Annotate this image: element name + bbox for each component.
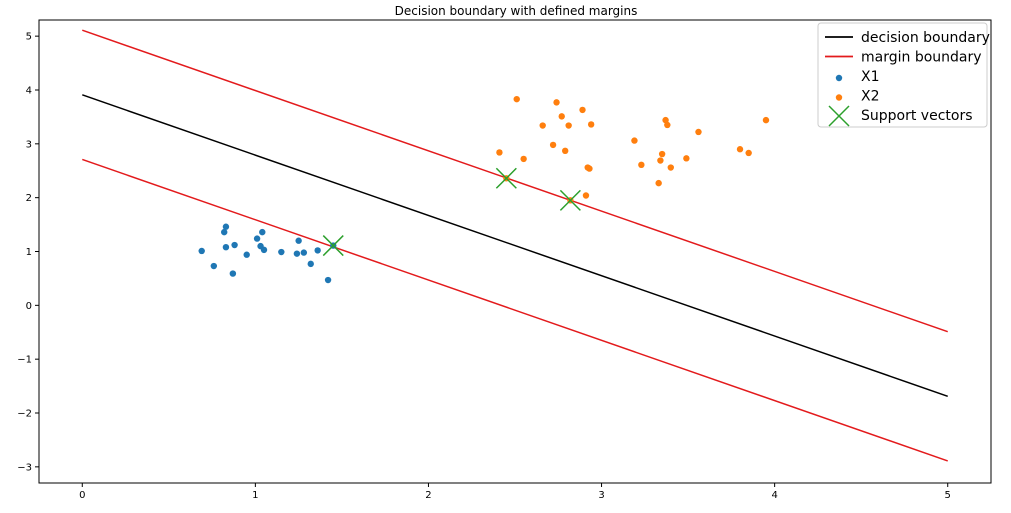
point-x2 [558,113,565,120]
point-x1 [278,248,285,256]
point-x2 [496,149,503,156]
point-x2 [539,122,546,129]
point-x1 [253,235,261,242]
point-x1 [300,249,308,256]
y-tick-label: −1 [17,355,32,366]
point-x2 [586,165,593,172]
x-tick-label: 4 [771,490,777,501]
point-x1 [198,247,205,255]
point-x2 [638,161,645,169]
plot-area [82,29,948,462]
point-x2 [587,121,595,128]
legend-swatch [835,94,843,101]
y-tick-label: 4 [26,85,32,96]
support-vector-stroke [495,167,517,189]
legend-swatch [835,74,843,82]
point-x2 [549,141,557,149]
point-x2 [683,155,690,162]
point-x1 [295,237,302,244]
support-vector-stroke [322,235,344,257]
point-x1 [293,250,301,257]
point-x2 [513,95,520,103]
axes: 0 1 2 3 4 5 5 4 3 2 1 0 −1 −2 −3 [17,19,992,501]
legend-label: X2 [861,89,880,105]
x-tick-label: 0 [79,490,85,501]
point-x1 [222,243,230,251]
point-x2 [582,192,590,199]
support-vector-point [495,167,517,189]
point-x2 [745,149,752,157]
legend-entry: X1 [835,69,880,85]
support-vector-stroke [559,189,581,211]
legend: decision boundary margin boundary X1 X2 Supp… [817,22,990,128]
point-x2 [655,179,662,187]
point-x1 [222,223,230,230]
point-x2 [565,122,572,129]
legend-entry: margin boundary [825,50,982,66]
point-x1 [243,251,250,258]
x-tick-label: 2 [425,490,431,501]
legend-label: X1 [861,69,880,85]
support-vector-point [559,189,581,211]
y-tick-label: 3 [26,139,32,150]
point-x1 [221,228,228,236]
point-x2 [631,137,638,144]
point-x1 [307,260,314,268]
point-x1 [210,262,218,270]
point-x2 [667,164,674,171]
point-x1 [314,247,321,254]
support-vector-point [322,235,344,257]
point-x1 [229,270,237,277]
x-tick-label: 3 [598,490,604,501]
line-decision-boundary-0 [82,94,948,398]
x-tick-label: 1 [252,490,258,501]
point-x1 [231,241,238,249]
point-x2 [553,99,560,106]
y-tick-label: 5 [26,32,32,43]
point-x2 [658,150,666,158]
point-x2 [736,146,744,153]
legend-label: margin boundary [861,50,982,66]
point-x1 [324,276,332,284]
point-x1 [260,246,268,254]
line-margin-boundary-2 [82,158,948,462]
y-tick-label: −3 [17,462,32,473]
y-tick-label: 0 [26,301,32,312]
point-x2 [762,116,770,124]
y-tick-label: 1 [26,247,32,258]
y-tick-label: 2 [26,193,32,204]
x-tick-label: 5 [945,490,951,501]
point-x2 [662,116,669,124]
line-margin-boundary-1 [82,29,948,333]
legend-entry: Support vectors [828,105,973,127]
point-x1 [259,228,266,236]
y-tick-label: −2 [17,409,32,420]
legend-label: decision boundary [861,30,990,46]
point-x2 [561,147,569,155]
legend-box [817,22,988,128]
point-x2 [695,128,702,136]
point-x2 [579,106,586,114]
point-x2 [520,155,527,163]
point-x2 [664,121,671,129]
legend-entry: X2 [835,89,880,105]
legend-label: Support vectors [861,108,973,124]
point-x2 [657,157,664,164]
chart-title: Decision boundary with defined margins [395,4,638,18]
legend-entry: decision boundary [825,30,990,46]
legend-swatch [828,105,850,127]
